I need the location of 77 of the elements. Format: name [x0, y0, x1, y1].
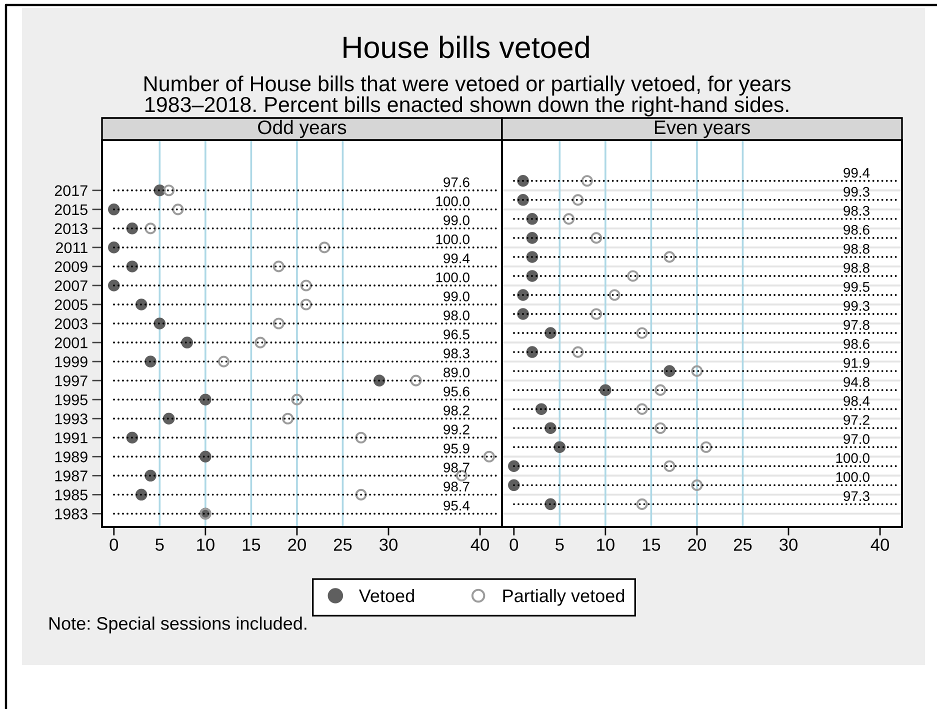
annotation: 98.3	[444, 348, 470, 358]
annotation: 99.3	[844, 301, 870, 311]
legend-label: Vetoed	[358, 588, 414, 602]
x-tick-label: 30	[380, 538, 398, 551]
y-tick-label: 1993	[55, 413, 88, 424]
y-tick-label: 2017	[54, 185, 88, 196]
x-tick-label: 15	[642, 538, 660, 551]
annotation: 89.0	[444, 368, 470, 378]
annotation: 100.0	[836, 453, 870, 463]
annotation: 98.0	[444, 310, 470, 320]
y-tick-label: 1983	[55, 508, 88, 520]
annotation: 98.8	[844, 244, 870, 254]
annotation: 100.0	[436, 234, 470, 244]
annotation: 98.8	[844, 262, 870, 273]
annotation: 98.3	[844, 206, 870, 216]
text: House bills vetoed	[344, 36, 589, 58]
x-tick-label: 10	[197, 538, 214, 551]
annotation: 96.5	[444, 330, 470, 340]
y-tick-label: 1999	[55, 356, 88, 368]
annotation: 97.2	[844, 415, 870, 425]
annotation: 99.4	[844, 168, 870, 178]
x-tick-label: 40	[470, 538, 490, 551]
y-tick-label: 2001	[54, 337, 88, 348]
y-tick-label: 2007	[54, 280, 88, 292]
text: Note: Special sessions included.	[49, 616, 306, 634]
x-tick-label: 25	[334, 538, 352, 551]
annotation: 95.6	[444, 386, 470, 396]
annotation: 100.0	[436, 272, 470, 282]
y-tick-label: 1991	[55, 432, 88, 444]
y-tick-label: 1997	[55, 375, 88, 386]
x-tick-label: 5	[156, 538, 164, 551]
annotation: 98.4	[844, 396, 870, 406]
annotation: 97.3	[844, 491, 870, 502]
annotation: 91.9	[844, 358, 870, 368]
y-tick-label: 1989	[55, 452, 88, 462]
annotation: 100.0	[436, 196, 470, 206]
annotation: 99.0	[444, 292, 470, 302]
annotation: 95.9	[444, 444, 470, 454]
legend-label: Partially vetoed	[503, 588, 624, 606]
y-tick-label: 2009	[54, 261, 88, 272]
annotation: 98.7	[444, 462, 470, 472]
y-tick-label: 2011	[56, 242, 88, 254]
y-tick-label: 2003	[54, 318, 88, 330]
annotation: 98.2	[444, 406, 470, 416]
annotation: 97.0	[844, 434, 870, 444]
x-tick-label: 15	[242, 538, 260, 551]
y-tick-label: 2015	[54, 204, 88, 216]
y-tick-label: 2013	[54, 223, 88, 234]
text: Number of House bills that were vetoed or partially vetoed, for years 1983–2018. Percent bills enacted shown down the right-hand sides.	[144, 76, 791, 116]
x-tick-label: 10	[597, 538, 614, 551]
y-tick-label: 2005	[54, 299, 88, 310]
annotation: 99.5	[844, 282, 870, 292]
annotation: 99.0	[444, 215, 470, 226]
annotation: 99.3	[844, 186, 870, 197]
annotation: 100.0	[836, 472, 870, 482]
x-tick-label: 20	[688, 538, 706, 551]
annotation: 99.4	[444, 253, 470, 264]
annotation: 99.2	[444, 424, 470, 434]
annotation: 98.7	[444, 482, 470, 492]
annotation: 97.8	[844, 320, 870, 330]
x-tick-label: 0	[110, 538, 118, 551]
y-tick-label: 1985	[55, 490, 88, 500]
annotation: 95.4	[444, 500, 470, 511]
x-tick-label: 25	[734, 538, 752, 551]
chart-title: Odd years	[258, 120, 346, 138]
x-tick-label: 0	[510, 538, 518, 551]
y-tick-label: 1995	[55, 394, 88, 406]
annotation: 98.6	[844, 339, 870, 349]
annotation: 97.6	[444, 177, 470, 188]
x-tick-label: 40	[870, 538, 890, 551]
x-tick-label: 5	[556, 538, 564, 551]
annotation: 94.8	[844, 377, 870, 387]
y-tick-label: 1987	[55, 470, 88, 482]
annotation: 98.6	[844, 224, 870, 235]
x-tick-label: 20	[288, 538, 306, 551]
chart-title: Even years	[654, 120, 750, 138]
x-tick-label: 30	[780, 538, 798, 551]
